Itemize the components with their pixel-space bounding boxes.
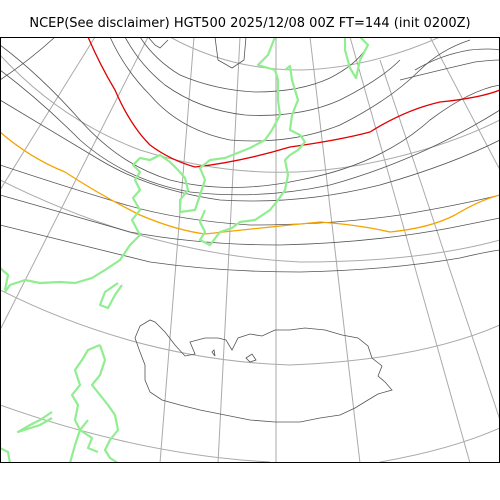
contour-orange: [0, 131, 500, 235]
hgt500-map: [0, 37, 500, 463]
island-tiny: [211, 349, 216, 357]
coastlines-green: [0, 37, 370, 463]
island-small: [245, 353, 257, 363]
coastline-landmass: [134, 319, 393, 423]
coastline-dark-top: [214, 37, 247, 69]
contour-red: [87, 37, 500, 168]
chart-title: NCEP(See disclaimer) HGT500 2025/12/08 0…: [29, 16, 471, 31]
height-contours: [0, 37, 500, 273]
coastline-dark-top-left: [147, 37, 169, 49]
